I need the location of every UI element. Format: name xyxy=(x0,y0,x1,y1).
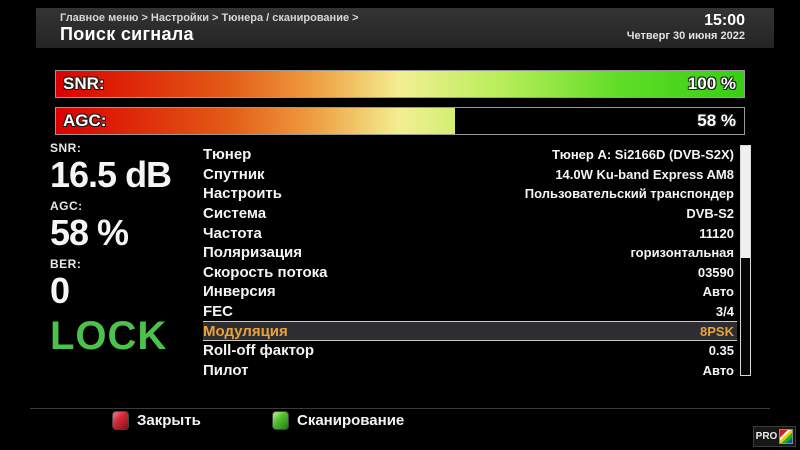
param-label: Пилот xyxy=(203,361,249,379)
scrollbar[interactable] xyxy=(740,145,751,376)
clock-time: 15:00 xyxy=(704,12,745,29)
param-label: Поляризация xyxy=(203,244,303,262)
param-label: Система xyxy=(203,205,267,223)
scan-button-label: Сканирование xyxy=(297,412,405,429)
param-label: Настроить xyxy=(203,185,282,203)
scan-button[interactable]: Сканирование xyxy=(273,412,404,429)
param-value: горизонтальная xyxy=(630,245,734,261)
snr-stat-label: SNR: xyxy=(50,141,82,155)
param-row-setup[interactable]: Настроить Пользовательский транспондер xyxy=(203,184,737,204)
page-title: Поиск сигнала xyxy=(60,24,194,44)
snr-stat-value: 16.5 dB xyxy=(50,154,172,195)
param-row-modulation[interactable]: Модуляция 8PSK xyxy=(203,321,737,341)
channel-watermark: PRO xyxy=(753,426,796,447)
snr-bar-fill xyxy=(56,71,744,97)
ber-stat-label: BER: xyxy=(50,257,82,271)
breadcrumb: Главное меню > Настройки > Тюнера / скан… xyxy=(60,12,359,24)
agc-bar-label: AGC: xyxy=(63,111,107,130)
param-label: Спутник xyxy=(203,165,265,183)
lock-status: LOCK xyxy=(50,314,168,358)
param-row-frequency[interactable]: Частота 11120 xyxy=(203,223,737,243)
tuner-param-table: Тюнер Тюнер A: Si2166D (DVB-S2X) Спутник 1… xyxy=(203,145,737,380)
param-label: Модуляция xyxy=(203,322,288,340)
param-label: Roll-off фактор xyxy=(203,342,315,360)
watermark-text: PRO xyxy=(755,431,778,442)
agc-progress-bar: AGC: 58 % xyxy=(55,107,745,135)
red-key-icon xyxy=(113,412,128,429)
param-row-pilot[interactable]: Пилот Авто xyxy=(203,361,737,381)
agc-stat-label: AGC: xyxy=(50,199,83,213)
param-value: Авто xyxy=(702,284,734,300)
param-label: Частота xyxy=(203,224,262,242)
snr-progress-bar: SNR: 100 % xyxy=(55,70,745,98)
param-row-fec[interactable]: FEC 3/4 xyxy=(203,302,737,322)
param-row-system[interactable]: Система DVB-S2 xyxy=(203,204,737,224)
snr-bar-label: SNR: xyxy=(63,74,105,93)
param-value: 11120 xyxy=(699,225,734,241)
signal-stats: SNR: 16.5 dB AGC: 58 % BER: 0 LOCK xyxy=(50,141,215,357)
footer-divider xyxy=(30,408,770,409)
scrollbar-thumb[interactable] xyxy=(741,146,750,259)
param-row-satellite[interactable]: Спутник 14.0W Ku-band Express AM8 xyxy=(203,165,737,185)
param-value: 0.35 xyxy=(708,343,734,359)
param-label: Инверсия xyxy=(203,283,276,301)
param-row-inversion[interactable]: Инверсия Авто xyxy=(203,282,737,302)
param-row-symbol-rate[interactable]: Скорость потока 03590 xyxy=(203,263,737,283)
snr-bar-percent: 100 % xyxy=(687,74,736,93)
param-value: Пользовательский транспондер xyxy=(524,186,734,202)
agc-bar-percent: 58 % xyxy=(697,111,736,130)
close-button-label: Закрыть xyxy=(137,412,201,429)
param-value: Тюнер A: Si2166D (DVB-S2X) xyxy=(551,147,734,163)
agc-bar-fill xyxy=(56,108,456,134)
param-value: 14.0W Ku-band Express AM8 xyxy=(555,166,734,182)
ber-stat-value: 0 xyxy=(50,270,70,311)
param-label: FEC xyxy=(203,303,233,321)
param-row-rolloff[interactable]: Roll-off фактор 0.35 xyxy=(203,341,737,361)
green-key-icon xyxy=(273,412,288,429)
param-value: 3/4 xyxy=(715,304,734,320)
header-bar: Главное меню > Настройки > Тюнера / скан… xyxy=(36,8,774,48)
agc-stat-value: 58 % xyxy=(50,212,129,253)
header-clock: 15:00 Четверг 30 июня 2022 xyxy=(627,8,774,48)
watermark-emblem-icon xyxy=(779,429,794,444)
param-value: 03590 xyxy=(697,264,734,280)
param-label: Скорость потока xyxy=(203,263,328,281)
header-left: Главное меню > Настройки > Тюнера / скан… xyxy=(36,8,359,48)
param-row-tuner[interactable]: Тюнер Тюнер A: Si2166D (DVB-S2X) xyxy=(203,145,737,165)
param-value: 8PSK xyxy=(700,323,734,339)
clock-date: Четверг 30 июня 2022 xyxy=(626,30,745,42)
close-button[interactable]: Закрыть xyxy=(113,412,201,429)
param-row-polarization[interactable]: Поляризация горизонтальная xyxy=(203,243,737,263)
param-label: Тюнер xyxy=(203,146,252,164)
param-value: DVB-S2 xyxy=(686,206,734,222)
param-value: Авто xyxy=(702,362,734,378)
